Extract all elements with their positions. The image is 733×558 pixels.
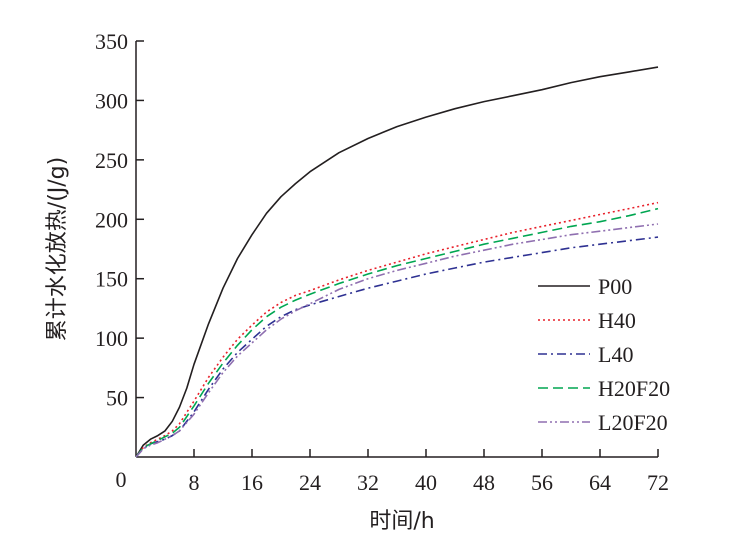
x-tick-label: 48 bbox=[473, 470, 495, 495]
legend-label-l20f20: L20F20 bbox=[598, 410, 668, 435]
series-lines bbox=[135, 66, 659, 458]
y-tick-label: 200 bbox=[95, 207, 128, 232]
series-line-p00 bbox=[135, 66, 659, 458]
x-tick-label: 56 bbox=[531, 470, 553, 495]
axes bbox=[135, 41, 658, 458]
y-axis-title: 累计水化放热/(J/g) bbox=[45, 157, 70, 341]
y-tick-label: 100 bbox=[95, 326, 128, 351]
y-tick-label: 50 bbox=[106, 386, 128, 411]
x-ticks: 8 16 24 32 40 48 56 64 72 bbox=[189, 449, 669, 495]
x-tick-label: 32 bbox=[357, 470, 379, 495]
legend-label-p00: P00 bbox=[598, 274, 632, 299]
y-tick-label: 150 bbox=[95, 267, 128, 292]
series-line-l40 bbox=[135, 236, 659, 458]
x-tick-label: 64 bbox=[589, 470, 611, 495]
y-tick-label: 250 bbox=[95, 148, 128, 173]
legend-label-h40: H40 bbox=[598, 308, 636, 333]
legend-label-h20f20: H20F20 bbox=[598, 376, 670, 401]
origin-tick-label: 0 bbox=[116, 467, 127, 492]
legend-label-l40: L40 bbox=[598, 342, 633, 367]
x-tick-label: 40 bbox=[415, 470, 437, 495]
x-tick-label: 16 bbox=[241, 470, 263, 495]
y-tick-label: 350 bbox=[95, 29, 128, 54]
legend: P00 H40 L40 H20F20 L20F20 bbox=[538, 274, 670, 435]
series-line-l20f20 bbox=[135, 223, 659, 458]
x-tick-label: 24 bbox=[299, 470, 321, 495]
x-tick-label: 72 bbox=[647, 470, 669, 495]
series-line-h40 bbox=[135, 201, 659, 458]
y-tick-label: 300 bbox=[95, 88, 128, 113]
x-axis-title: 时间/h bbox=[369, 509, 434, 534]
y-ticks: 50 100 150 200 250 300 350 bbox=[95, 29, 144, 411]
series-line-h20f20 bbox=[135, 207, 659, 458]
x-tick-label: 8 bbox=[189, 470, 200, 495]
